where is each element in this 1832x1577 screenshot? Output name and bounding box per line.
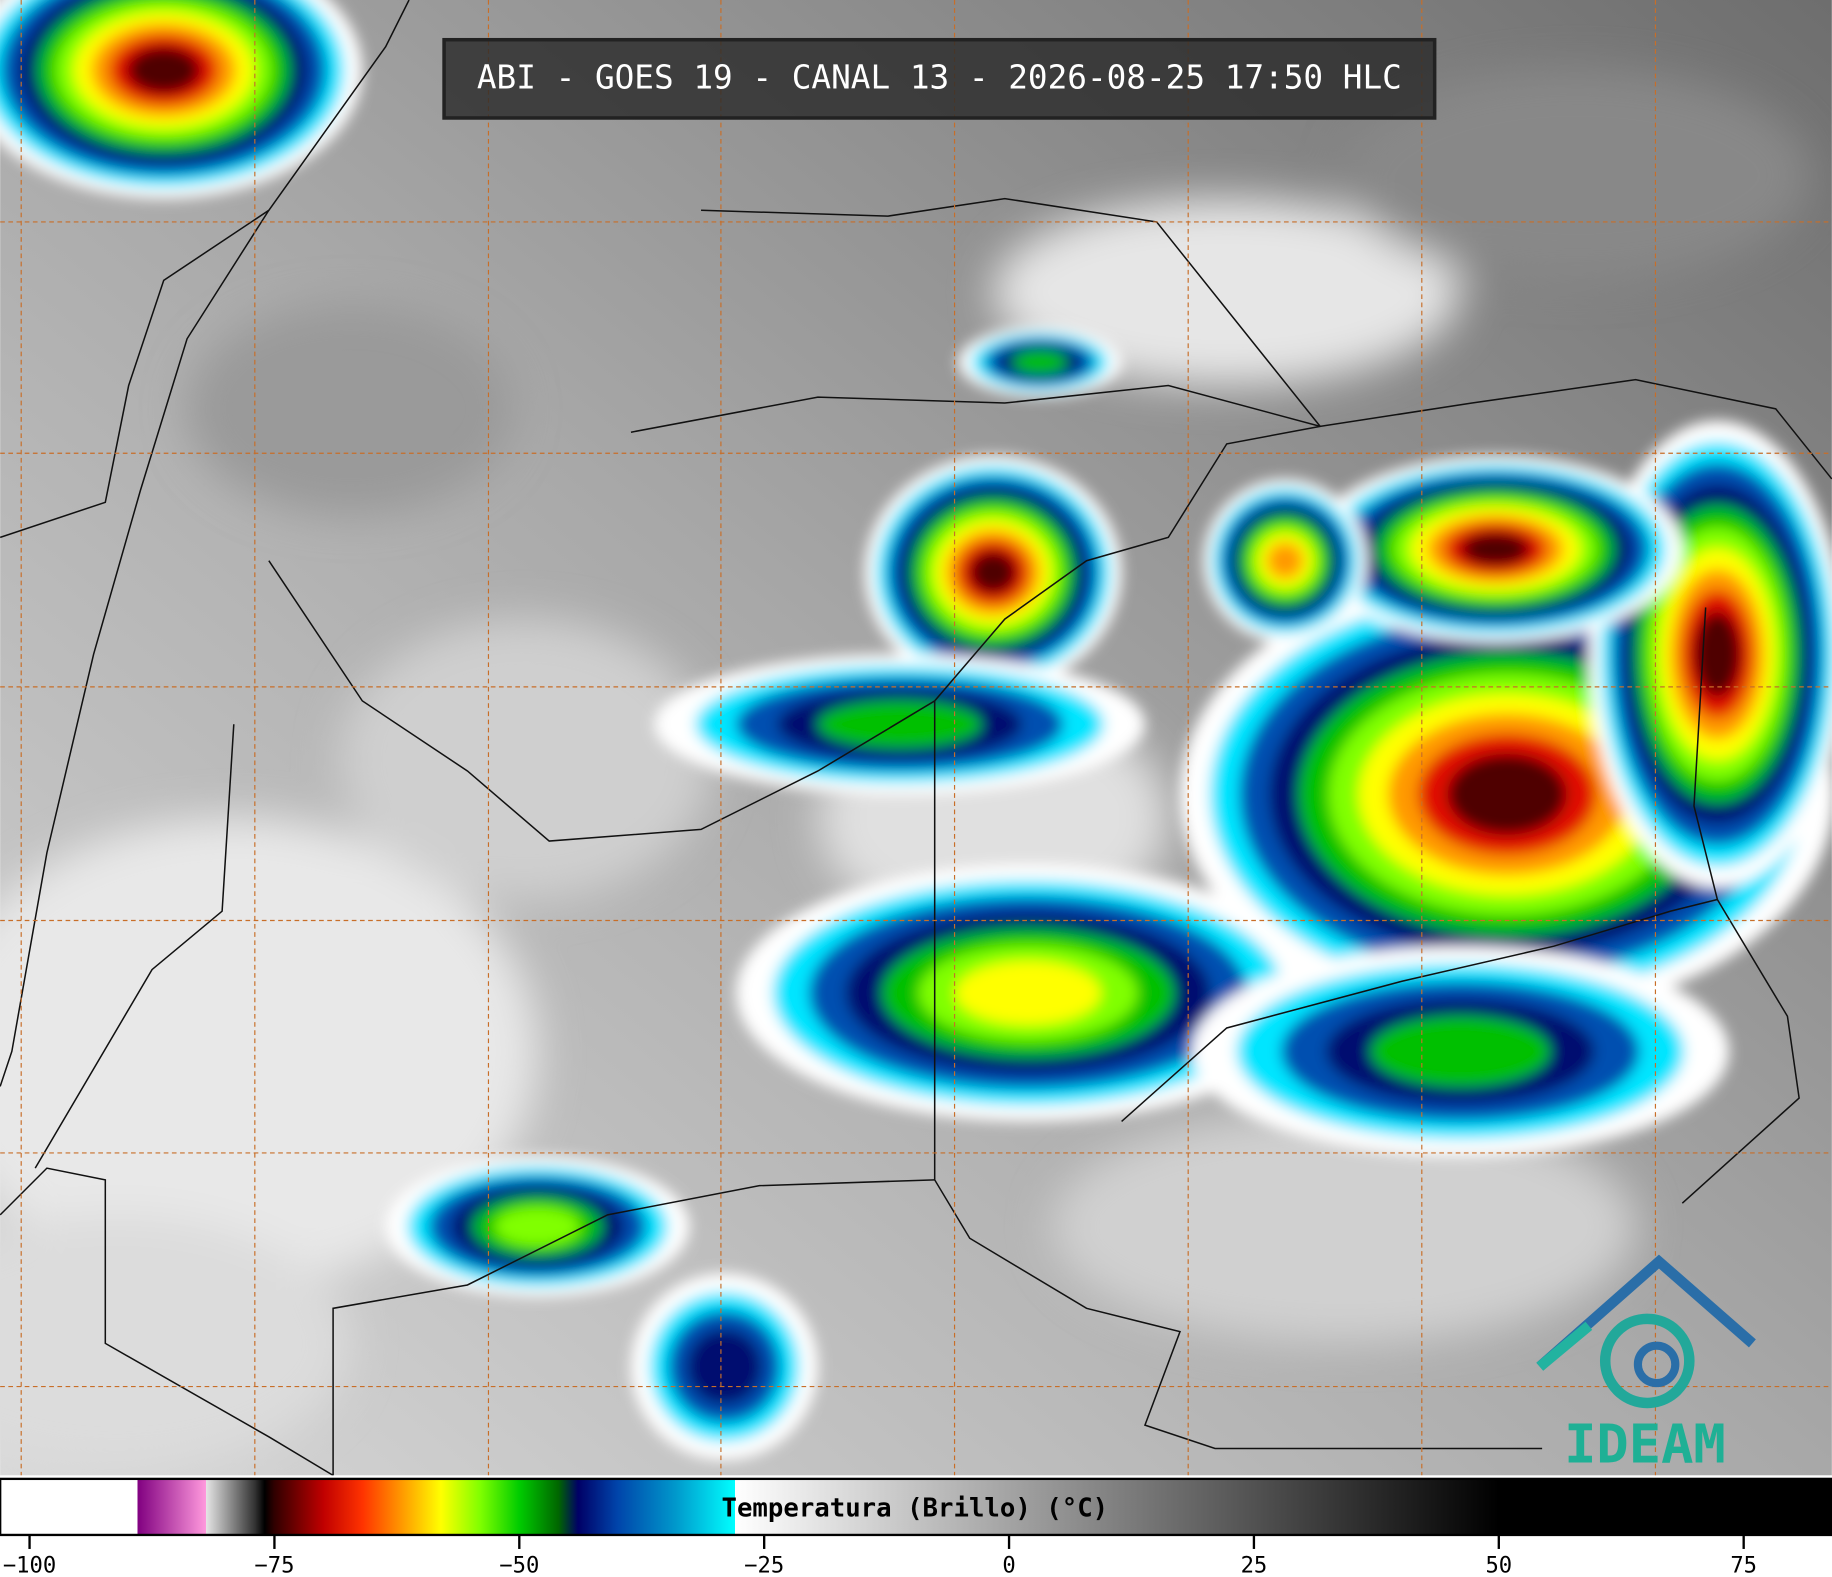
colorbar-tick-label: −25 [744, 1552, 784, 1577]
colorbar-tick-label: −50 [499, 1552, 539, 1577]
colorbar: Temperatura (Brillo) (°C) −100 −75 −50 −25 0… [0, 1477, 1832, 1577]
colorbar-gradient [0, 1477, 1832, 1537]
colorbar-tick-label: 75 [1730, 1552, 1757, 1577]
storm-layer [0, 0, 1832, 1461]
storm-ring [127, 46, 200, 94]
colorbar-tick-label: 25 [1241, 1552, 1268, 1577]
storm-ring [687, 1329, 762, 1405]
storm-ring [494, 1206, 581, 1247]
cloud [338, 619, 713, 900]
title: ABI - GOES 19 - CANAL 13 - 2026-08-25 17… [477, 58, 1402, 96]
cloud [993, 198, 1461, 386]
logo-text: IDEAM [1564, 1413, 1726, 1476]
cloud-layer [0, 70, 1811, 1472]
lat-lon-grid [0, 0, 1832, 1476]
storm-ring [1461, 532, 1530, 567]
title-box: ABI - GOES 19 - CANAL 13 - 2026-08-25 17… [442, 37, 1437, 120]
logo: IDEAM [1536, 1254, 1756, 1476]
storm-ring [955, 960, 1102, 1026]
storm-ring [1447, 753, 1567, 835]
colorbar-tick-label: 50 [1485, 1552, 1512, 1577]
storm-ring [817, 700, 982, 748]
cloud [1051, 1109, 1636, 1344]
cloud [1343, 70, 1811, 281]
colorbar-tick-label: 0 [1002, 1552, 1015, 1577]
storm-ring [1370, 1016, 1550, 1087]
storm-ring [1266, 542, 1304, 579]
cloud [187, 303, 515, 514]
cloud [0, 817, 538, 1285]
storm-ring [1012, 350, 1068, 374]
storm-ring [969, 551, 1017, 594]
colorbar-label: Temperatura (Brillo) (°C) [722, 1494, 1109, 1524]
colorbar-tick-label: −100 [3, 1552, 56, 1577]
colorbar-tick-label: −75 [254, 1552, 294, 1577]
storm-ring [1693, 611, 1741, 697]
borders [0, 0, 1832, 1477]
cloud [0, 1214, 351, 1472]
